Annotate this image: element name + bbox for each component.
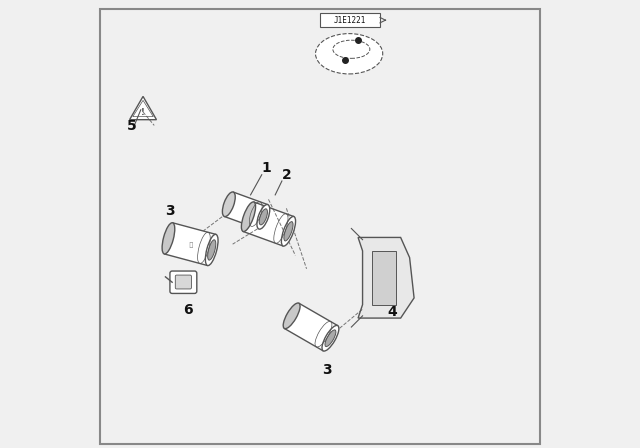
Polygon shape [358,237,414,318]
Bar [284,303,338,351]
Text: 3: 3 [323,363,332,377]
Ellipse shape [207,240,216,260]
Ellipse shape [325,330,336,347]
Text: J1E1221: J1E1221 [334,16,367,25]
Ellipse shape [257,205,269,229]
Ellipse shape [322,325,339,351]
Ellipse shape [205,234,218,266]
Ellipse shape [282,216,296,246]
Polygon shape [371,251,396,305]
Text: 3: 3 [165,204,175,218]
Ellipse shape [223,192,236,216]
FancyBboxPatch shape [320,13,380,27]
Bar [225,192,268,229]
Ellipse shape [162,223,175,254]
FancyBboxPatch shape [175,275,191,289]
Ellipse shape [284,303,300,329]
Text: 4: 4 [387,305,397,319]
Ellipse shape [259,209,268,225]
Ellipse shape [284,222,293,241]
Text: 6: 6 [184,302,193,317]
Text: 1: 1 [262,161,271,176]
Ellipse shape [241,202,255,232]
Bar [243,202,294,246]
Text: 2: 2 [282,168,292,182]
Ellipse shape [316,34,383,74]
FancyBboxPatch shape [170,271,197,293]
Polygon shape [130,96,157,120]
Bar [164,223,216,266]
Text: !: ! [141,108,145,116]
Text: 5: 5 [127,119,137,133]
Text: ▯: ▯ [188,240,193,249]
